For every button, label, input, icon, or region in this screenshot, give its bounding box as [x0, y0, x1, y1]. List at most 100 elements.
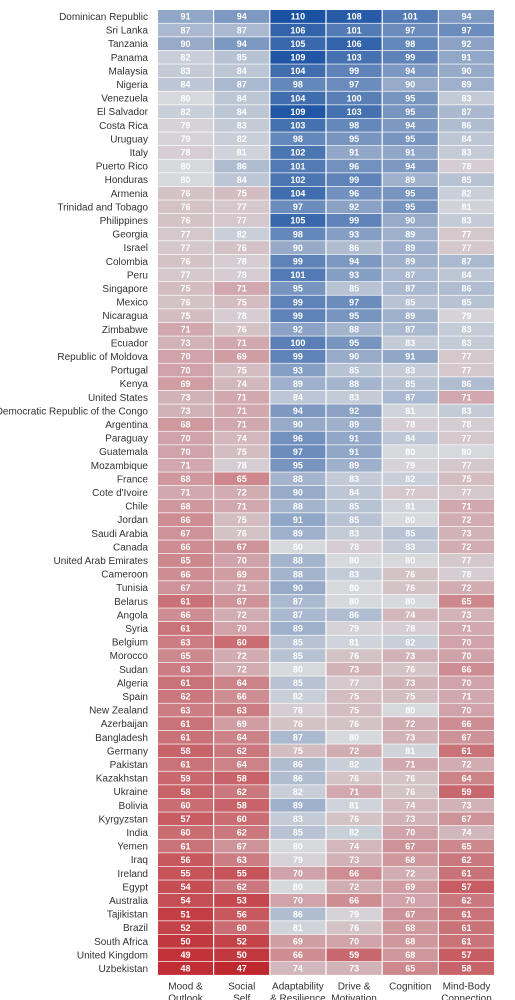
cell-value-label: 78 — [237, 256, 247, 266]
heatmap-cell — [382, 758, 438, 771]
heatmap-cell — [439, 526, 494, 540]
cell-value-label: 87 — [293, 732, 303, 742]
cell-value-label: 93 — [293, 365, 303, 375]
cell-value-label: 76 — [405, 569, 415, 579]
heatmap-cell — [158, 703, 213, 717]
heatmap-cell — [270, 785, 326, 799]
cell-value-label: 90 — [180, 39, 190, 49]
cell-value-label: 86 — [461, 120, 471, 130]
heatmap-cell — [382, 309, 438, 323]
cell-value-label: 88 — [349, 324, 359, 334]
cell-value-label: 71 — [461, 392, 471, 402]
cell-value-label: 102 — [290, 148, 305, 158]
heatmap-cell — [382, 540, 438, 554]
cell-value-label: 91 — [349, 148, 359, 158]
heatmap-cell — [158, 526, 213, 540]
cell-value-label: 56 — [180, 855, 190, 865]
country-label: Zimbabwe — [102, 325, 149, 336]
cell-value-label: 72 — [349, 882, 359, 892]
heatmap-cell — [382, 894, 438, 907]
heatmap-cell — [439, 472, 494, 486]
cell-value-label: 88 — [293, 501, 303, 511]
heatmap-cell — [214, 594, 270, 608]
cell-value-label: 82 — [349, 828, 359, 838]
heatmap-cell — [326, 445, 382, 459]
heatmap-cell — [439, 594, 494, 608]
cell-value-label: 95 — [405, 202, 415, 212]
heatmap-cell — [326, 486, 382, 499]
country-label: Algeria — [117, 678, 149, 689]
cell-value-label: 73 — [461, 800, 471, 810]
heatmap-cell — [158, 200, 213, 214]
cell-value-label: 65 — [237, 474, 247, 484]
heatmap-cell — [270, 295, 326, 309]
heatmap-cell — [326, 649, 382, 663]
heatmap-cell — [439, 540, 494, 554]
heatmap-cell — [214, 241, 270, 255]
heatmap-cell — [439, 717, 494, 731]
country-label: Tunisia — [116, 583, 148, 594]
heatmap-cell — [439, 730, 494, 744]
country-label: Chile — [125, 502, 148, 513]
heatmap-cell — [382, 431, 438, 445]
cell-value-label: 70 — [180, 433, 190, 443]
cell-value-label: 77 — [461, 365, 471, 375]
cell-value-label: 76 — [349, 719, 359, 729]
cell-value-label: 72 — [349, 746, 359, 756]
cell-value-label: 106 — [347, 39, 362, 49]
cell-value-label: 78 — [293, 705, 303, 715]
cell-value-label: 80 — [349, 732, 359, 742]
cell-value-label: 67 — [405, 841, 415, 851]
cell-value-label: 87 — [293, 610, 303, 620]
heatmap-cell — [270, 894, 326, 907]
cell-value-label: 98 — [349, 120, 359, 130]
heatmap-cell — [214, 200, 270, 214]
cell-value-label: 59 — [349, 950, 359, 960]
country-label: Paraguay — [105, 434, 148, 445]
heatmap-cell — [439, 839, 494, 853]
cell-value-label: 83 — [461, 93, 471, 103]
column-label-line: Motivation — [331, 994, 377, 1000]
cell-value-label: 76 — [180, 188, 190, 198]
cell-value-label: 72 — [237, 610, 247, 620]
cell-value-label: 108 — [347, 12, 362, 22]
cell-value-label: 67 — [237, 596, 247, 606]
cell-value-label: 90 — [293, 420, 303, 430]
cell-value-label: 76 — [405, 664, 415, 674]
heatmap-cell — [326, 132, 382, 146]
cell-value-label: 75 — [405, 692, 415, 702]
cell-value-label: 87 — [405, 284, 415, 294]
heatmap-cell — [382, 921, 438, 935]
heatmap-cell — [382, 418, 438, 431]
cell-value-label: 80 — [293, 664, 303, 674]
cell-value-label: 84 — [293, 392, 303, 402]
heatmap-cell — [382, 690, 438, 703]
country-label: Yemen — [117, 842, 148, 853]
cell-value-label: 52 — [180, 923, 190, 933]
cell-value-label: 76 — [180, 202, 190, 212]
heatmap-cell — [439, 499, 494, 513]
country-label: Pakistan — [110, 760, 148, 771]
cell-value-label: 95 — [405, 134, 415, 144]
cell-value-label: 83 — [461, 338, 471, 348]
heatmap-cell — [439, 105, 494, 119]
heatmap-cell — [439, 431, 494, 445]
cell-value-label: 70 — [180, 352, 190, 362]
heatmap-cell — [214, 690, 270, 703]
column-label: Social Self — [228, 982, 255, 1000]
heatmap-cell — [158, 350, 213, 363]
cell-value-label: 83 — [349, 474, 359, 484]
cell-value-label: 92 — [349, 202, 359, 212]
cell-value-label: 82 — [237, 134, 247, 144]
heatmap-cell — [270, 50, 326, 64]
cell-value-label: 66 — [461, 664, 471, 674]
heatmap-cell — [382, 363, 438, 377]
column-label-line: Adaptability — [272, 982, 324, 993]
cell-value-label: 74 — [237, 379, 247, 389]
heatmap-cell — [158, 635, 213, 649]
country-label: Dominican Republic — [59, 12, 148, 23]
heatmap-cell — [158, 254, 213, 268]
heatmap-cell — [326, 186, 382, 200]
cell-value-label: 85 — [293, 828, 303, 838]
heatmap-cell — [326, 322, 382, 336]
